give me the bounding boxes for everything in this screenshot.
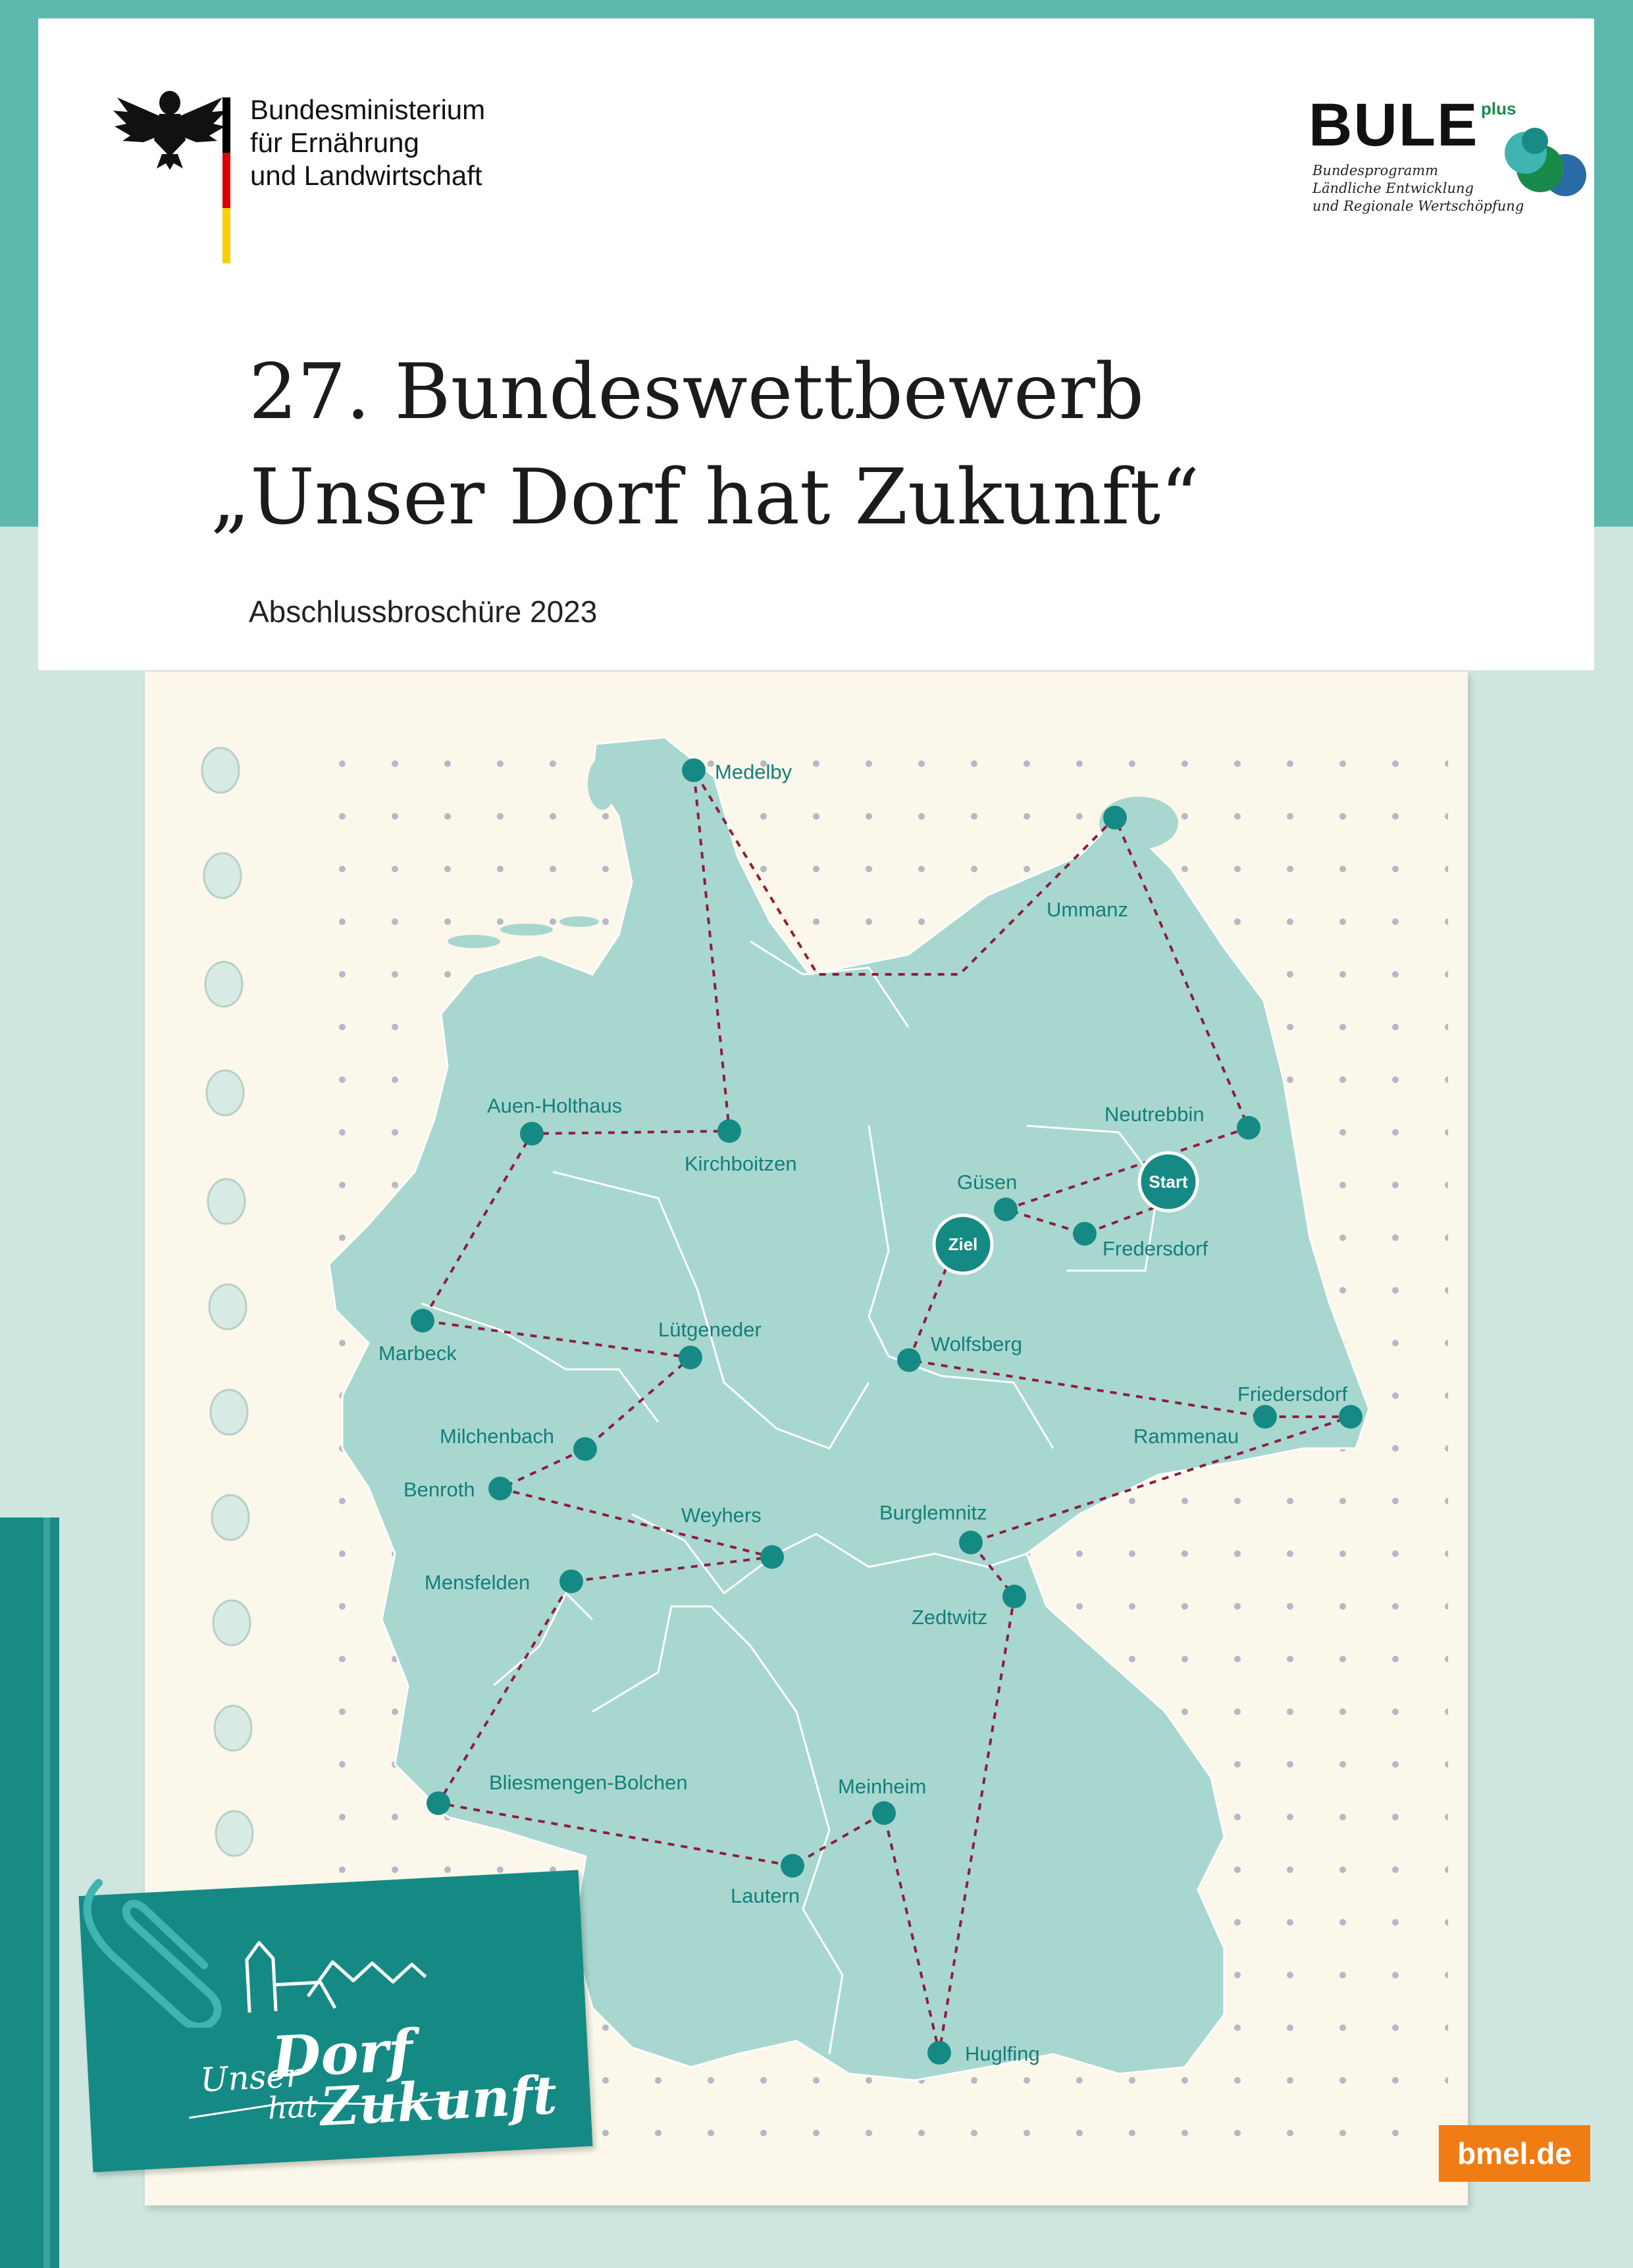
background-stripe bbox=[43, 1517, 50, 2268]
city-label-rammenau: Rammenau bbox=[1133, 1425, 1239, 1448]
city-dot-luetgeneder bbox=[679, 1346, 702, 1369]
city-label-zedtwitz: Zedtwitz bbox=[912, 1606, 987, 1629]
city-dot-weyhers bbox=[760, 1545, 784, 1569]
city-label-huglfing: Huglfing bbox=[965, 2042, 1040, 2065]
federal-eagle-icon bbox=[113, 91, 226, 170]
city-labels: Medelby Ummanz Auen-Holthaus Kirchboitze… bbox=[378, 760, 1347, 2065]
city-label-milchenbach: Milchenbach bbox=[440, 1425, 554, 1448]
city-label-meinheim: Meinheim bbox=[838, 1775, 926, 1798]
city-label-neutrebbin: Neutrebbin bbox=[1104, 1103, 1205, 1126]
city-label-ummanz: Ummanz bbox=[1047, 898, 1128, 921]
ministry-name: Bundesministerium für Ernährung und Land… bbox=[250, 94, 486, 191]
subtitle: Abschlussbroschüre 2023 bbox=[249, 594, 598, 629]
binder-holes bbox=[201, 747, 254, 1857]
city-dot-meinheim bbox=[872, 1801, 896, 1825]
note-hat: hat bbox=[267, 2088, 319, 2126]
city-dot-lautern bbox=[781, 1854, 804, 1878]
bule-plus: plus bbox=[1481, 99, 1516, 119]
bule-plus-logo: BULE plus Bundesprogramm Ländliche Entwi… bbox=[1309, 91, 1586, 223]
city-dot-zedtwitz bbox=[1002, 1585, 1026, 1608]
city-dot-burglemnitz bbox=[959, 1531, 983, 1554]
goal-marker bbox=[932, 1213, 994, 1275]
start-marker bbox=[1137, 1151, 1199, 1213]
start-label: Start bbox=[1149, 1172, 1188, 1192]
note-zukunft: Zukunft bbox=[319, 2063, 559, 2138]
city-label-weyhers: Weyhers bbox=[681, 1504, 762, 1527]
city-label-burglemnitz: Burglemnitz bbox=[879, 1501, 987, 1524]
city-label-luetgeneder: Lütgeneder bbox=[658, 1318, 762, 1341]
website-badge[interactable]: bmel.de bbox=[1439, 2125, 1590, 2182]
routes bbox=[420, 769, 1351, 2053]
village-skyline-icon bbox=[189, 1941, 459, 2119]
city-dot-mensfelden bbox=[559, 1569, 583, 1593]
city-dot-benroth bbox=[488, 1477, 512, 1500]
paperclip-icon bbox=[83, 1879, 222, 2028]
bule-title: BULE bbox=[1309, 92, 1479, 159]
city-dot-medelby bbox=[682, 758, 706, 782]
city-dot-friedersdorf bbox=[1339, 1405, 1362, 1429]
city-label-friedersdorf: Friedersdorf bbox=[1237, 1383, 1347, 1406]
city-label-marbeck: Marbeck bbox=[378, 1342, 457, 1365]
city-dot-huglfing bbox=[927, 2041, 951, 2065]
german-flag-bar bbox=[222, 97, 230, 263]
city-label-lautern: Lautern bbox=[731, 1884, 800, 1907]
city-label-medelby: Medelby bbox=[715, 760, 792, 783]
germany-shape bbox=[328, 736, 1370, 2082]
city-dot-milchenbach bbox=[573, 1437, 597, 1461]
goal-label: Ziel bbox=[948, 1234, 978, 1254]
city-dot-fredersdorf bbox=[1073, 1222, 1097, 1246]
title-line-1: 27. Bundeswettbewerb bbox=[249, 348, 1145, 436]
city-dot-auen-holthaus bbox=[520, 1122, 544, 1146]
city-label-bliesmengen-bolchen: Bliesmengen-Bolchen bbox=[489, 1771, 688, 1794]
city-label-auen-holthaus: Auen-Holthaus bbox=[487, 1094, 622, 1117]
bule-circles-icon bbox=[1505, 128, 1586, 196]
city-dot-ummanz bbox=[1103, 806, 1127, 830]
logo-note-card: Unser Dorf hat Zukunft bbox=[78, 1870, 593, 2173]
city-dot-rammenau bbox=[1253, 1405, 1277, 1429]
city-label-benroth: Benroth bbox=[403, 1478, 475, 1501]
city-label-fredersdorf: Fredersdorf bbox=[1102, 1237, 1208, 1260]
bule-subtitle: Bundesprogramm Ländliche Entwicklung und… bbox=[1312, 163, 1524, 214]
city-dot-bliesmengen-bolchen bbox=[427, 1791, 450, 1815]
city-dot-marbeck bbox=[411, 1309, 434, 1332]
title-line-2: „Unser Dorf hat Zukunft“ bbox=[211, 453, 1200, 542]
city-dot-kirchboitzen bbox=[717, 1119, 741, 1143]
header-panel: Bundesministerium für Ernährung und Land… bbox=[38, 18, 1594, 670]
city-label-wolfsberg: Wolfsberg bbox=[931, 1332, 1022, 1356]
city-dot-neutrebbin bbox=[1237, 1116, 1260, 1140]
city-dot-guesen bbox=[994, 1198, 1018, 1221]
city-dots bbox=[411, 758, 1362, 2065]
city-label-guesen: Güsen bbox=[957, 1171, 1017, 1194]
state-borders bbox=[421, 940, 1160, 2055]
city-dot-wolfsberg bbox=[897, 1348, 921, 1372]
city-label-mensfelden: Mensfelden bbox=[425, 1571, 530, 1594]
city-label-kirchboitzen: Kirchboitzen bbox=[685, 1152, 797, 1175]
